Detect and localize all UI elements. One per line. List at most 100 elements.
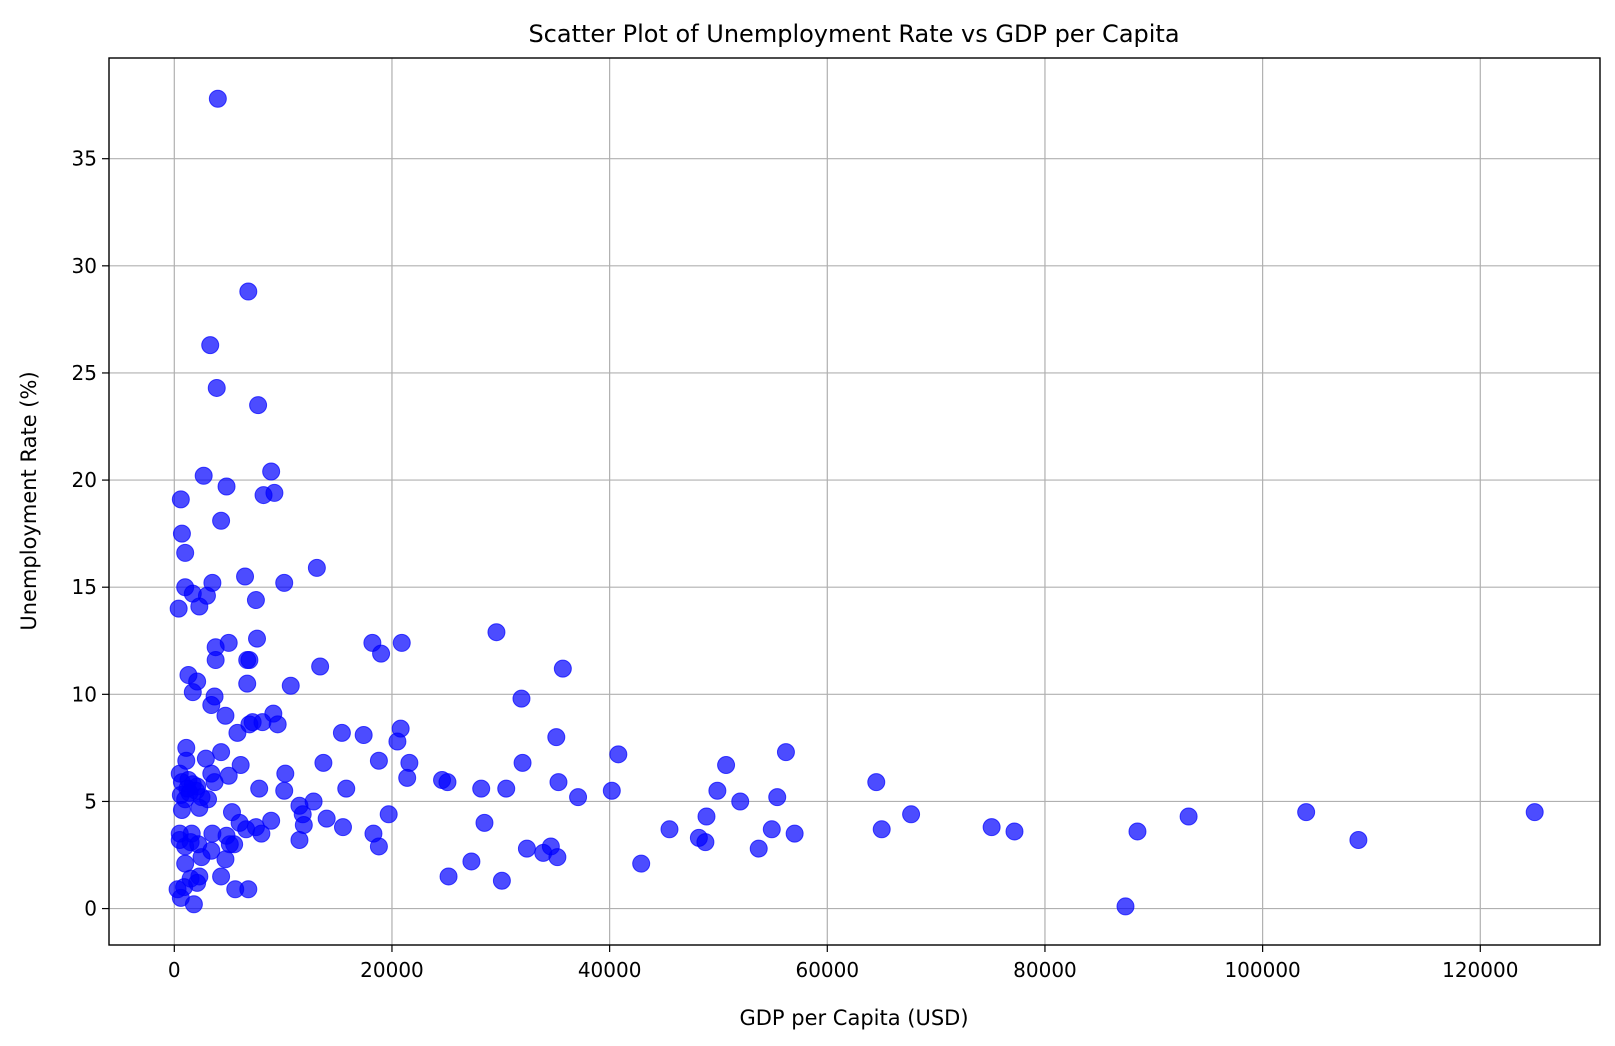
data-point	[1349, 831, 1368, 850]
data-point	[231, 756, 250, 775]
data-point	[268, 715, 287, 734]
x-tick-label: 20000	[360, 958, 424, 982]
data-point	[553, 659, 572, 678]
data-point	[569, 788, 588, 807]
data-point	[275, 781, 294, 800]
data-point	[497, 779, 516, 798]
y-tick-label: 20	[72, 468, 97, 492]
data-point	[392, 633, 411, 652]
y-axis-ticks: 0 5 10 15 20 25 30 35	[72, 147, 109, 921]
data-point	[439, 867, 458, 886]
data-point	[236, 567, 255, 586]
y-tick-label: 15	[72, 575, 97, 599]
data-point	[184, 895, 203, 914]
data-point	[172, 801, 191, 820]
y-tick-label: 10	[72, 682, 97, 706]
data-point	[276, 764, 295, 783]
data-point	[262, 811, 281, 830]
data-point	[398, 768, 417, 787]
chart-title: Scatter Plot of Unemployment Rate vs GDP…	[528, 20, 1179, 48]
data-point	[196, 749, 215, 768]
data-point	[717, 756, 736, 775]
data-point	[290, 831, 309, 850]
data-point	[333, 818, 352, 837]
data-point	[632, 854, 651, 873]
data-point	[314, 753, 333, 772]
data-point	[369, 837, 388, 856]
data-point	[332, 723, 351, 742]
data-point	[176, 854, 195, 873]
data-point	[192, 848, 211, 867]
data-point	[549, 773, 568, 792]
data-point	[487, 623, 506, 642]
data-point	[472, 779, 491, 798]
data-point	[228, 723, 247, 742]
y-tick-label: 35	[72, 147, 97, 171]
data-point	[776, 743, 795, 762]
data-point	[696, 833, 715, 852]
data-point	[202, 696, 221, 715]
data-point	[311, 657, 330, 676]
data-point	[337, 779, 356, 798]
data-point	[190, 597, 209, 616]
data-point	[212, 867, 231, 886]
data-point	[176, 543, 195, 562]
data-point	[253, 713, 272, 732]
data-point	[388, 732, 407, 751]
data-point	[190, 798, 209, 817]
data-point	[379, 805, 398, 824]
data-point	[697, 807, 716, 826]
data-point	[216, 706, 235, 725]
x-tick-label: 40000	[578, 958, 642, 982]
data-point	[307, 558, 326, 577]
x-tick-label: 80000	[1013, 958, 1077, 982]
data-point	[254, 486, 273, 505]
x-tick-label: 120000	[1442, 958, 1518, 982]
data-point	[902, 805, 921, 824]
data-point	[731, 792, 750, 811]
data-point	[749, 839, 768, 858]
data-point	[207, 378, 226, 397]
data-point	[171, 490, 190, 509]
data-point	[294, 816, 313, 835]
plot-frame	[108, 57, 1601, 946]
data-point	[982, 818, 1001, 837]
data-point	[512, 689, 531, 708]
x-axis-label: GDP per Capita (USD)	[739, 1006, 968, 1030]
data-point	[867, 773, 886, 792]
data-point	[250, 779, 269, 798]
data-point	[225, 835, 244, 854]
data-point	[609, 745, 628, 764]
data-point	[462, 852, 481, 871]
data-point	[217, 477, 236, 496]
data-point	[602, 781, 621, 800]
data-point	[281, 676, 300, 695]
y-tick-label: 25	[72, 361, 97, 385]
data-point	[438, 773, 457, 792]
y-tick-label: 0	[84, 897, 97, 921]
data-point	[205, 773, 224, 792]
data-point	[492, 871, 511, 890]
data-points	[168, 89, 1544, 916]
data-point	[513, 753, 532, 772]
x-tick-label: 60000	[795, 958, 859, 982]
data-point	[547, 728, 566, 747]
data-point	[768, 788, 787, 807]
data-point	[354, 726, 373, 745]
x-tick-label: 100000	[1224, 958, 1300, 982]
data-point	[169, 599, 188, 618]
data-point	[201, 336, 220, 355]
data-point	[1005, 822, 1024, 841]
data-point	[1179, 807, 1198, 826]
data-point	[240, 651, 259, 670]
data-point	[238, 674, 257, 693]
data-point	[212, 743, 231, 762]
data-point	[400, 753, 419, 772]
data-point	[194, 466, 213, 485]
data-point	[660, 820, 679, 839]
y-axis-label: Unemployment Rate (%)	[17, 371, 41, 630]
data-point	[248, 629, 267, 648]
data-point	[372, 644, 391, 663]
